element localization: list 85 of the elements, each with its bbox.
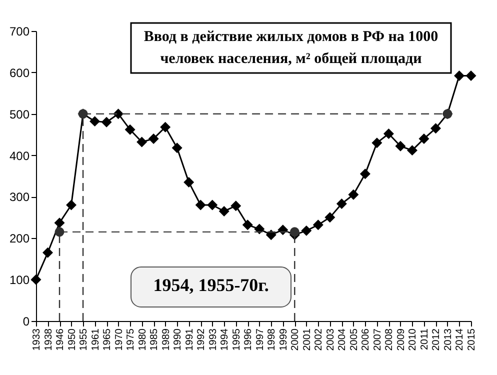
x-tick-label: 2014	[454, 328, 466, 351]
point	[184, 176, 194, 188]
point	[301, 225, 312, 236]
point	[90, 116, 100, 127]
point	[124, 124, 136, 135]
point	[324, 212, 336, 223]
x-tick-label: 2006	[360, 328, 372, 351]
point	[360, 168, 370, 180]
point	[148, 133, 159, 144]
point	[290, 227, 300, 237]
x-tick-label: 2005	[348, 328, 360, 351]
point	[42, 247, 53, 258]
point	[430, 123, 441, 134]
y-tick-label: 0	[22, 314, 30, 328]
x-tick-label: 2003	[325, 328, 336, 351]
x-tick-label: 2002	[314, 328, 325, 351]
point	[242, 220, 253, 230]
y-tick-label: 300	[9, 190, 30, 204]
x-tick-label: 1995	[231, 328, 242, 351]
x-tick-label: 1997	[254, 328, 266, 351]
x-tick-label: 1985	[149, 328, 160, 351]
point	[336, 198, 347, 209]
x-tick-label: 2001	[302, 328, 313, 351]
point	[30, 274, 42, 285]
point	[218, 206, 230, 216]
point	[418, 133, 430, 144]
y-tick-label: 600	[9, 66, 30, 80]
point	[266, 230, 276, 240]
point	[136, 136, 148, 148]
x-tick-label: 2000	[290, 328, 302, 351]
annotation: 1954, 1955-70г.	[153, 275, 269, 295]
point	[230, 200, 242, 212]
x-tick-label: 1975	[126, 328, 137, 351]
x-tick-label: 1946	[55, 328, 66, 351]
point	[395, 140, 406, 152]
x-tick-label: 2013	[442, 328, 454, 351]
point	[66, 200, 77, 210]
x-tick-label: 1950	[66, 328, 78, 351]
x-tick-label: 1991	[184, 328, 196, 351]
x-tick-label: 1993	[208, 328, 219, 351]
point	[312, 220, 324, 230]
point	[383, 128, 394, 139]
x-tick-label: 1955	[78, 328, 90, 351]
x-tick-label: 1970	[114, 328, 125, 351]
x-tick-label: 1999	[278, 328, 290, 351]
x-tick-label: 1998	[266, 328, 278, 351]
point	[54, 227, 64, 237]
point	[113, 108, 124, 120]
x-tick-label: 1961	[90, 328, 102, 351]
point	[207, 200, 218, 210]
x-tick-label: 2008	[384, 328, 396, 351]
point	[195, 200, 206, 210]
x-tick-label: 1938	[43, 328, 54, 351]
x-tick-label: 1990	[172, 328, 184, 351]
x-tick-label: 2015	[466, 328, 478, 351]
point	[172, 142, 182, 154]
point	[406, 145, 418, 156]
x-tick-label: 2012	[431, 328, 442, 351]
point	[278, 224, 288, 236]
text: Ввод в действие жилых домов в РФ на 1000 человек населения, м² общей площади	[144, 29, 438, 67]
y-tick-label: 200	[9, 232, 30, 246]
x-tick-label: 2004	[337, 328, 348, 351]
point	[160, 122, 171, 132]
x-tick-label: 2007	[372, 328, 384, 351]
y-tick-label: 700	[9, 24, 30, 38]
point	[372, 138, 382, 148]
x-tick-label: 1965	[102, 328, 114, 351]
x-tick-label: 1994	[220, 328, 231, 351]
x-tick-label: 1989	[160, 328, 172, 351]
y-tick-label: 400	[9, 148, 30, 163]
x-tick-label: 1992	[196, 328, 208, 351]
x-tick-label: 2011	[419, 328, 430, 350]
point	[254, 224, 265, 234]
point	[101, 116, 112, 128]
point	[466, 70, 476, 81]
x-tick-label: 2009	[396, 328, 407, 351]
x-tick-label: 1996	[243, 328, 254, 351]
y-tick-label: 100	[9, 273, 30, 288]
x-tick-label: 1980	[137, 328, 148, 351]
y-tick-label: 500	[9, 107, 30, 122]
point	[454, 70, 464, 81]
point	[348, 189, 359, 200]
x-tick-label: 2010	[408, 328, 419, 351]
point	[54, 218, 65, 228]
x-tick-label: 1933	[32, 328, 42, 351]
